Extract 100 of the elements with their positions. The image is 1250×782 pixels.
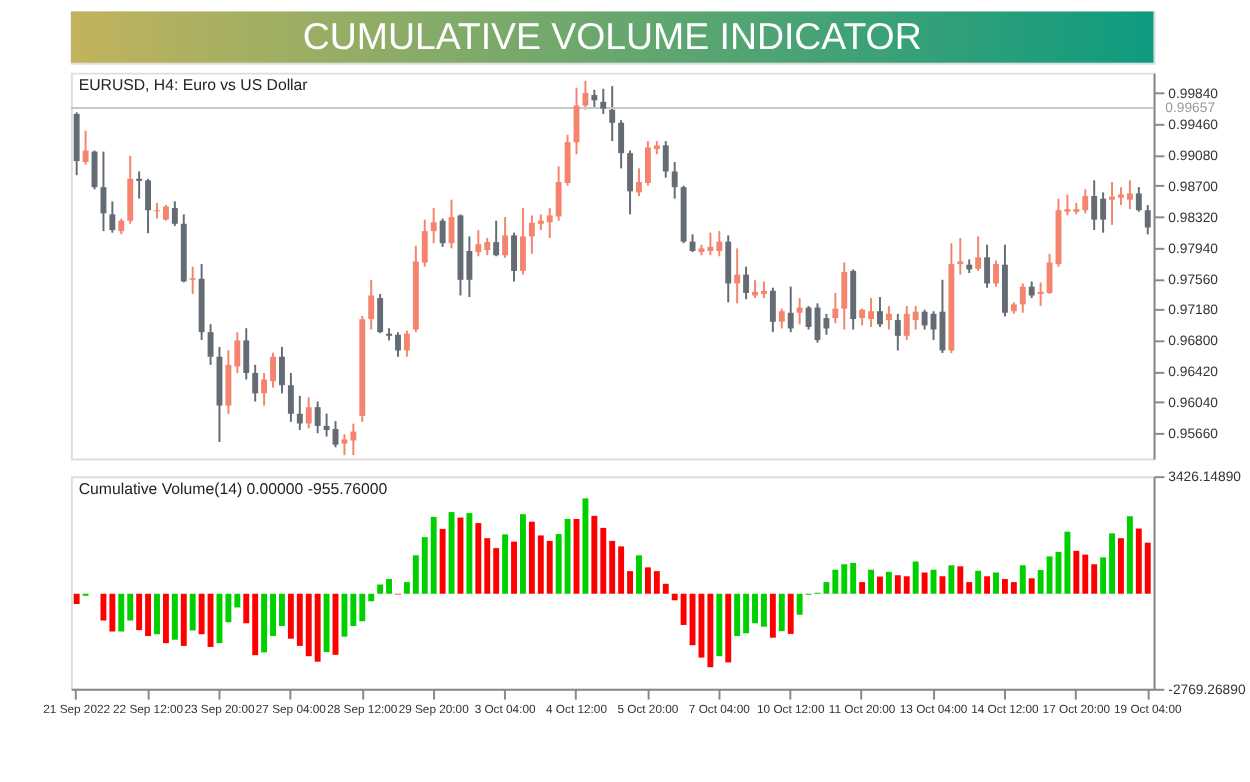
bar (261, 593, 268, 653)
candlestick (1091, 179, 1098, 232)
bar (314, 593, 321, 662)
candlestick (1019, 282, 1026, 314)
candlestick (100, 150, 107, 233)
candlestick (582, 79, 589, 111)
candlestick (921, 308, 928, 331)
bar (171, 593, 178, 640)
bar (1010, 582, 1017, 594)
bar (1118, 538, 1124, 594)
bar (877, 576, 883, 594)
bar (948, 565, 955, 594)
bar (118, 593, 125, 632)
candlestick (243, 327, 250, 381)
bar (162, 593, 169, 644)
bar (466, 513, 473, 594)
candlestick (207, 323, 214, 366)
candlestick (707, 231, 714, 257)
candlestick (252, 363, 259, 403)
candlestick (403, 329, 410, 358)
candlestick (823, 312, 830, 336)
candlestick (189, 265, 196, 295)
candlestick (287, 372, 294, 423)
bar (154, 593, 160, 635)
candlestick (841, 261, 848, 331)
candlestick (600, 87, 607, 115)
candlestick (1144, 204, 1151, 236)
candlestick (591, 88, 598, 110)
candlestick (796, 297, 803, 326)
bar (520, 514, 526, 594)
bar (591, 515, 598, 594)
candlestick (368, 278, 375, 331)
candlestick (725, 234, 732, 304)
bar (564, 518, 571, 594)
bar (189, 593, 196, 631)
candlestick (662, 140, 669, 179)
bar (1046, 556, 1053, 594)
candlestick (377, 292, 384, 335)
candlestick (314, 400, 321, 435)
bar (1126, 516, 1133, 594)
candlestick (832, 291, 839, 325)
bar (73, 593, 80, 605)
candlestick (618, 119, 625, 170)
candlestick (877, 296, 883, 328)
bar (323, 593, 330, 653)
candlestick (279, 345, 285, 395)
candlestick (975, 235, 982, 272)
bar (903, 576, 910, 594)
candlestick (430, 207, 437, 245)
text: CUMULATIVE VOLUME INDICATOR (302, 15, 922, 58)
bar (939, 576, 946, 594)
bar (957, 566, 964, 594)
candlestick (82, 129, 89, 166)
candlestick (912, 305, 919, 331)
candlestick (511, 231, 517, 283)
bar (502, 534, 509, 594)
bar (885, 571, 892, 594)
bar (430, 516, 437, 594)
bar (716, 593, 723, 657)
bar (778, 593, 785, 632)
candlestick (1135, 186, 1142, 213)
bar (993, 572, 999, 594)
bar (341, 593, 348, 637)
candlestick (939, 278, 946, 355)
candlestick (109, 200, 116, 234)
bar (787, 593, 794, 634)
bar (582, 498, 589, 594)
candlestick (73, 111, 80, 177)
bar (760, 593, 767, 627)
bar (377, 584, 384, 594)
bar (859, 582, 866, 594)
bar (439, 528, 446, 594)
candlestick (305, 396, 312, 430)
bar (975, 570, 982, 594)
candlestick (957, 236, 964, 276)
candlestick (993, 259, 999, 288)
bar (1019, 565, 1026, 594)
bar (1064, 531, 1071, 594)
candlestick (502, 216, 509, 259)
bar (734, 593, 741, 636)
candlestick (743, 265, 750, 301)
bar (769, 593, 776, 638)
bar (707, 593, 714, 668)
candlestick (734, 247, 741, 305)
bar (984, 576, 991, 594)
bar (136, 593, 143, 631)
chart-title: Cumulative Volume(14) 0.00000 -955.76000 (78, 479, 389, 498)
candlestick (475, 229, 482, 258)
candlestick (787, 285, 794, 334)
bar (921, 572, 928, 594)
candlestick (127, 154, 134, 225)
candlestick (296, 394, 303, 431)
candlestick (341, 433, 348, 457)
bar (1073, 550, 1080, 594)
candlestick (171, 200, 178, 227)
bar (546, 540, 553, 594)
candlestick (885, 305, 892, 331)
candlestick (323, 412, 330, 438)
bar (912, 561, 919, 594)
bar (511, 541, 517, 594)
